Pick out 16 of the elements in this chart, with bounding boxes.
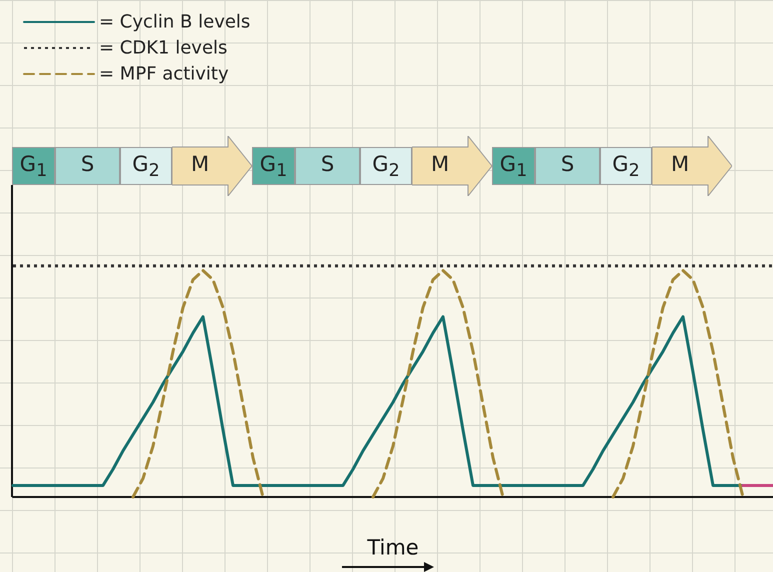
text: G$_{1}$ [498, 152, 528, 182]
text: S [80, 152, 96, 176]
text: M [190, 152, 210, 176]
legend-label: = Cyclin B levels [99, 12, 250, 32]
text: G$_{1}$ [258, 152, 288, 182]
text: M [670, 152, 690, 176]
text: G$_{1}$ [18, 152, 48, 182]
x-axis-title: Time [366, 536, 419, 560]
legend-label: = MPF activity [99, 64, 229, 84]
text: M [430, 152, 450, 176]
legend-label: = CDK1 levels [99, 38, 228, 58]
text: G$_{2}$ [371, 152, 401, 182]
text: G$_{2}$ [611, 152, 641, 182]
text: S [320, 152, 336, 176]
text: S [560, 152, 576, 176]
text: G$_{2}$ [131, 152, 161, 182]
